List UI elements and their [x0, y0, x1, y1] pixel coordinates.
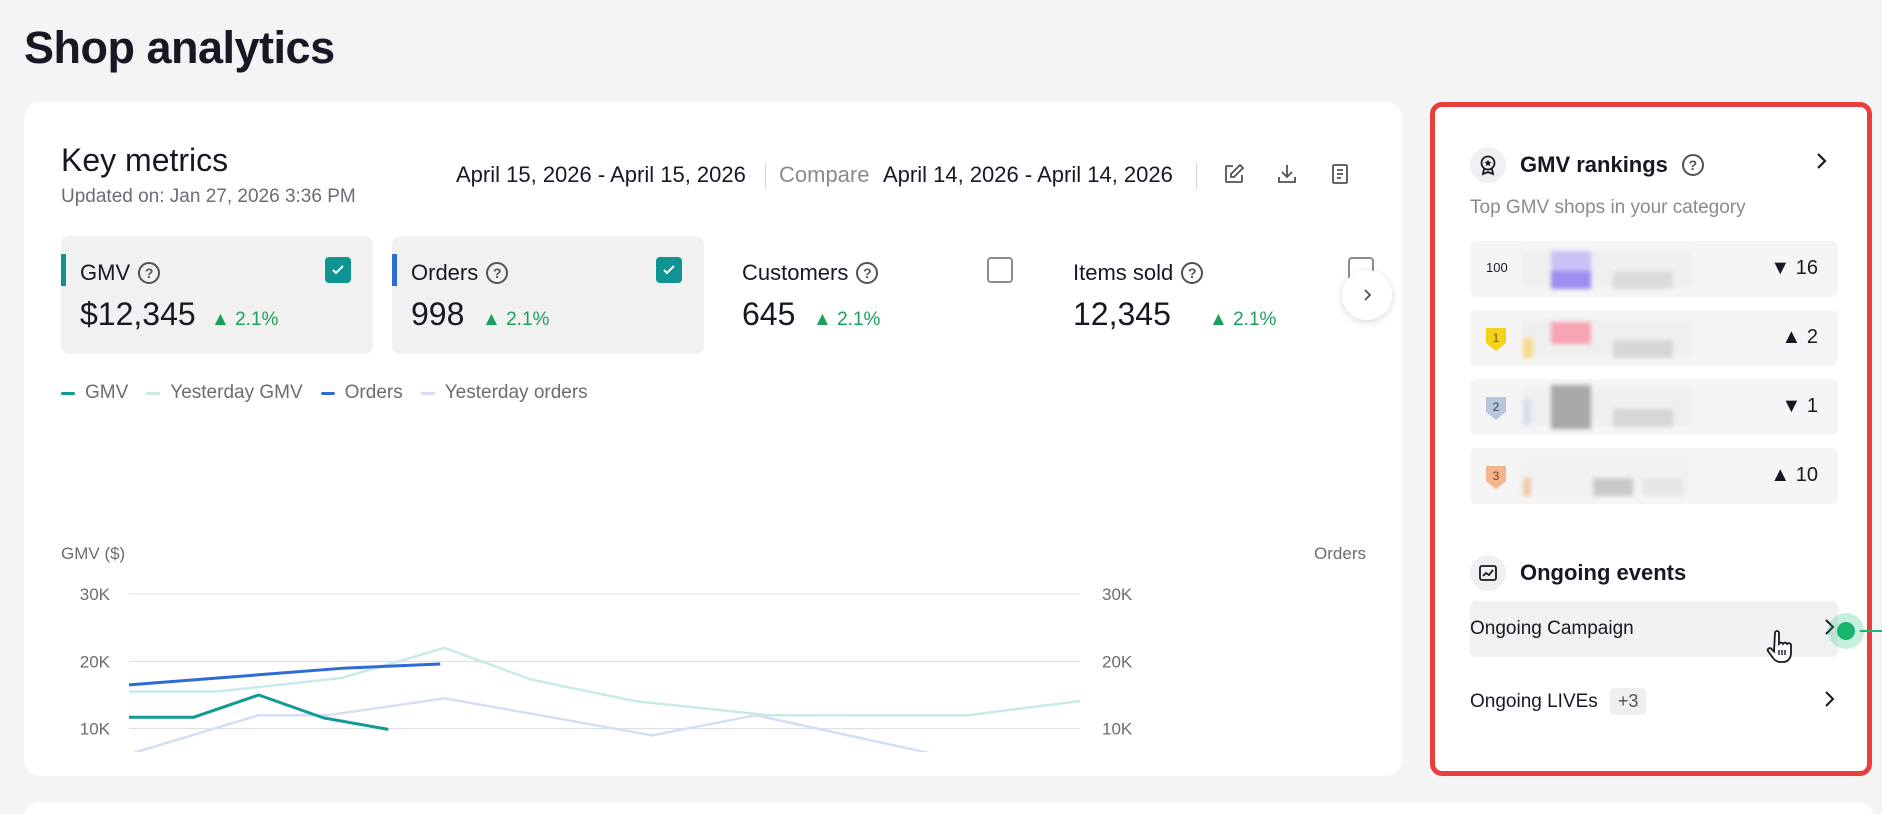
shop-thumbnail — [1523, 458, 1691, 496]
ongoing-lives-row[interactable]: Ongoing LIVEs +3 — [1470, 671, 1838, 727]
ranking-row[interactable]: 1 ▲ 2 — [1470, 310, 1838, 366]
metric-label: GMV? — [80, 260, 161, 286]
hand-cursor-icon — [1766, 630, 1792, 663]
compare-label: Compare — [779, 162, 870, 187]
shop-thumbnail — [1523, 320, 1691, 358]
metric-delta: ▲ 2.1% — [211, 309, 279, 330]
events-header: Ongoing events — [1470, 555, 1686, 591]
trend-chart-icon — [1470, 555, 1506, 591]
secondary-card — [24, 802, 1874, 814]
y-tick-label-right: 30K — [1102, 585, 1133, 604]
click-indicator-line — [1860, 630, 1882, 632]
updated-timestamp: Updated on: Jan 27, 2026 3:36 PM — [61, 186, 356, 207]
key-metrics-title: Key metrics — [61, 142, 229, 178]
metric-value: 998 — [411, 296, 465, 332]
divider — [1196, 162, 1197, 190]
document-icon[interactable] — [1326, 160, 1354, 188]
metric-card-items-sold[interactable]: Items sold? 12,345 ▲ 2.1% — [1054, 236, 1374, 354]
help-icon[interactable]: ? — [856, 262, 879, 284]
metric-checkbox-orders[interactable] — [656, 257, 682, 283]
ranking-row[interactable]: 100 ▼ 16 — [1470, 241, 1838, 297]
svg-text:3: 3 — [1493, 469, 1500, 483]
shop-thumbnail — [1523, 385, 1691, 429]
events-title: Ongoing events — [1520, 560, 1687, 585]
page-title: Shop analytics — [24, 22, 335, 73]
divider — [765, 162, 766, 190]
rankings-title: GMV rankings — [1520, 152, 1668, 177]
click-indicator — [1828, 613, 1864, 649]
series-line-gmv — [129, 693, 389, 731]
help-icon[interactable]: ? — [1681, 154, 1704, 176]
rank-change: ▲ 10 — [1770, 464, 1818, 486]
ranking-row[interactable]: 3 ▲ 10 — [1470, 448, 1838, 504]
metric-label: Items sold? — [1073, 260, 1204, 286]
legend-item-gmv[interactable]: GMV — [61, 382, 128, 404]
download-icon[interactable] — [1273, 160, 1301, 188]
legend-item-orders[interactable]: Orders — [320, 382, 403, 404]
rank-change: ▼ 1 — [1781, 395, 1818, 417]
help-icon[interactable]: ? — [486, 262, 509, 284]
y-tick-label: 20K — [80, 652, 111, 671]
series-line-orders — [128, 662, 441, 687]
y-tick-label-right: 20K — [1102, 652, 1133, 671]
legend-item-yesterday-orders[interactable]: Yesterday orders — [420, 382, 588, 404]
bronze-medal-icon: 3 — [1486, 466, 1506, 489]
rankings-header: GMV rankings ? — [1470, 147, 1704, 183]
metric-value: $12,345 — [80, 296, 196, 332]
svg-text:2: 2 — [1493, 400, 1500, 414]
metric-value: 645 — [742, 296, 796, 332]
chevron-right-icon — [1364, 289, 1372, 301]
metric-card-orders[interactable]: Orders? 998 ▲ 2.1% — [392, 236, 704, 354]
metric-delta: ▲ 2.1% — [813, 309, 881, 330]
line-chart: GMV ($)Orders30K30K20K20K10K10K0000:00:0… — [61, 544, 1366, 752]
y-axis-label-left: GMV ($) — [61, 544, 125, 563]
rank-change: ▼ 16 — [1770, 257, 1818, 279]
shop-thumbnail — [1523, 251, 1691, 289]
metric-accent-bar — [61, 254, 66, 286]
metric-card-gmv[interactable]: GMV? $12,345 ▲ 2.1% — [61, 236, 373, 354]
metric-accent-bar — [392, 254, 397, 286]
metric-label: Customers? — [742, 260, 879, 286]
count-badge: +3 — [1609, 688, 1647, 715]
rankings-expand-button[interactable] — [1811, 151, 1831, 176]
date-range-picker[interactable]: April 15, 2026 - April 15, 2026 — [456, 162, 746, 187]
y-tick-label-right: 10K — [1102, 720, 1133, 739]
event-label: Ongoing Campaign — [1470, 618, 1634, 639]
rank-number: 100 — [1486, 260, 1508, 275]
award-icon — [1470, 147, 1506, 183]
metric-value: 12,345 — [1073, 296, 1171, 332]
series-line-yesterday-orders — [132, 697, 931, 752]
next-metrics-button[interactable] — [1342, 270, 1392, 320]
event-label: Ongoing LIVEs +3 — [1470, 688, 1647, 715]
gold-medal-icon: 1 — [1486, 328, 1506, 351]
metric-checkbox-customers[interactable] — [987, 257, 1013, 283]
help-icon[interactable]: ? — [138, 262, 161, 284]
compare-date-range-picker[interactable]: April 14, 2026 - April 14, 2026 — [883, 162, 1173, 187]
help-icon[interactable]: ? — [1181, 262, 1204, 284]
rankings-subtitle: Top GMV shops in your category — [1470, 197, 1746, 218]
y-tick-label: 10K — [80, 720, 111, 739]
y-axis-label-right: Orders — [1314, 544, 1366, 563]
metric-checkbox-gmv[interactable] — [325, 257, 351, 283]
silver-medal-icon: 2 — [1486, 397, 1506, 420]
metric-label: Orders? — [411, 260, 509, 286]
y-tick-label: 30K — [80, 585, 111, 604]
legend-item-yesterday-gmv[interactable]: Yesterday GMV — [146, 382, 303, 404]
chevron-right-icon — [1817, 153, 1827, 169]
gmv-rankings-panel: GMV rankings ? Top GMV shops in your cat… — [1430, 102, 1872, 776]
svg-text:1: 1 — [1493, 331, 1500, 345]
metric-card-customers[interactable]: Customers? 645 ▲ 2.1% — [723, 236, 1035, 354]
metric-delta: ▲ 2.1% — [482, 309, 550, 330]
edit-icon[interactable] — [1220, 160, 1248, 188]
rank-change: ▲ 2 — [1781, 326, 1818, 348]
chevron-right-icon — [1822, 617, 1838, 642]
chevron-right-icon — [1822, 689, 1838, 714]
metric-delta: ▲ 2.1% — [1209, 309, 1277, 330]
chart-legend: GMV Yesterday GMV Orders Yesterday order… — [61, 382, 588, 404]
ranking-row[interactable]: 2 ▼ 1 — [1470, 379, 1838, 435]
key-metrics-card: Key metrics Updated on: Jan 27, 2026 3:3… — [24, 102, 1402, 776]
series-line-yesterday-gmv — [129, 646, 1081, 717]
